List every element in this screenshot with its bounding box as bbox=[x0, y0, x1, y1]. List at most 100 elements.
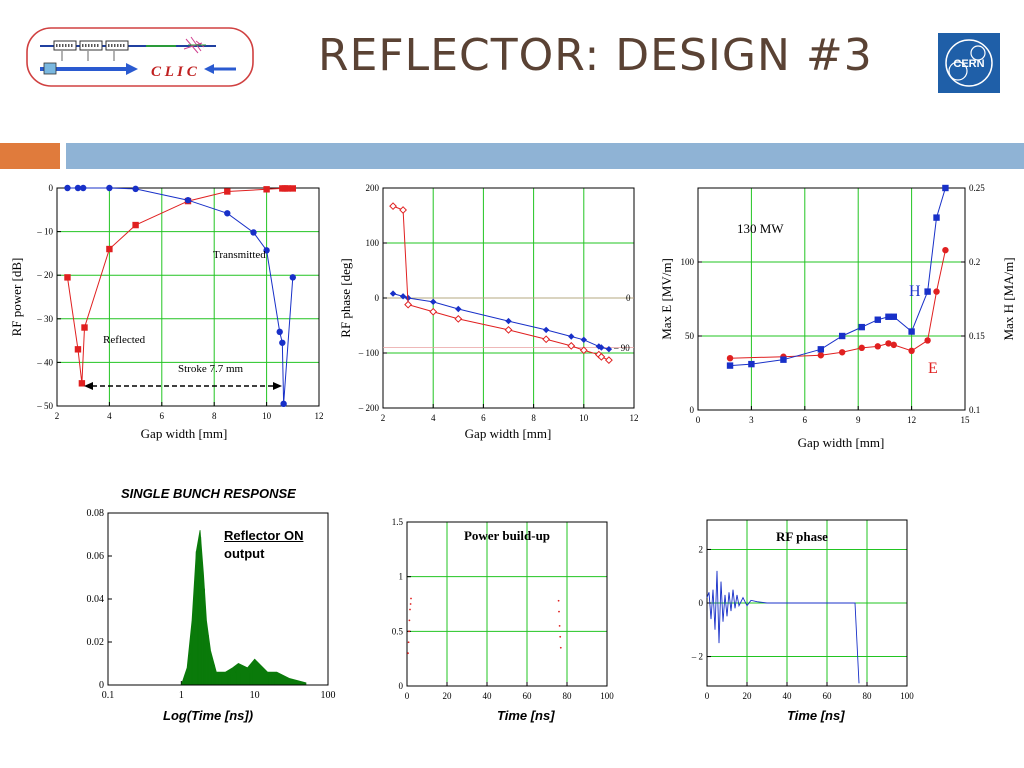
tick-label-y: – 200 bbox=[358, 403, 380, 413]
chart-power-buildup-grid bbox=[407, 522, 607, 686]
tick-label-x: 1 bbox=[179, 690, 184, 701]
tick-label-y: 50 bbox=[685, 331, 695, 341]
chart-power-buildup-xlabel: Time [ns] bbox=[497, 708, 555, 723]
chart-rf-phase-gap-ticks: 2 4 6 8 10 12 200 100 0 – 100 – 200 bbox=[358, 183, 639, 423]
series-marker bbox=[404, 300, 413, 309]
series-marker bbox=[280, 400, 287, 408]
series-marker bbox=[726, 355, 734, 362]
series-marker bbox=[924, 288, 931, 295]
accent-band-orange bbox=[0, 143, 60, 169]
chart-single-bunch-frame bbox=[107, 512, 329, 686]
series-marker bbox=[780, 356, 787, 363]
tick-label-x: 2 bbox=[55, 411, 60, 421]
series-line bbox=[392, 205, 610, 361]
stroke-arrow bbox=[84, 382, 282, 390]
series-marker bbox=[885, 313, 892, 320]
series-marker bbox=[250, 229, 257, 236]
series-marker bbox=[454, 314, 463, 323]
scatter-point bbox=[558, 610, 560, 613]
scatter-point bbox=[558, 624, 561, 627]
tick-label-x: 20 bbox=[443, 691, 453, 701]
tick-label-y: 0 bbox=[49, 183, 54, 193]
tick-label-y: 0 bbox=[699, 598, 704, 608]
series-marker bbox=[64, 184, 71, 192]
series-marker bbox=[430, 298, 437, 306]
chart-max-fields-xlabel: Gap width [mm] bbox=[798, 435, 885, 450]
series-marker bbox=[455, 305, 462, 313]
chart-power-buildup-series bbox=[407, 597, 562, 655]
tick-label-y: 0 bbox=[99, 680, 104, 691]
annotation-stroke: Stroke 7.7 mm bbox=[178, 363, 244, 375]
series-marker bbox=[890, 313, 897, 320]
tick-label-y: 2 bbox=[699, 544, 704, 554]
tick-label-x: 100 bbox=[900, 691, 914, 701]
tick-label-x: 40 bbox=[783, 691, 793, 701]
tick-label-y: – 20 bbox=[36, 270, 53, 280]
series-marker bbox=[276, 328, 283, 336]
chart-single-bunch-series bbox=[180, 530, 307, 686]
series-marker bbox=[748, 360, 755, 368]
series-marker bbox=[399, 293, 407, 300]
series-marker bbox=[64, 274, 71, 281]
tick-label-x: 60 bbox=[823, 691, 833, 701]
series-marker bbox=[874, 316, 881, 323]
slide-title: REFLECTOR: DESIGN #3 bbox=[318, 30, 873, 81]
chart-rf-phase-gap: 2 4 6 8 10 12 200 100 0 – 100 – 200 0 – 90 RF phas… bbox=[338, 183, 639, 441]
series-marker bbox=[908, 328, 915, 335]
chart-rf-power-ticks: 2 4 6 8 10 12 0 – 10 – 20 – 30 – 40 – 50 bbox=[36, 183, 323, 421]
scatter-point bbox=[557, 599, 560, 602]
series-label-e: E bbox=[928, 360, 938, 377]
tick-label-x: 4 bbox=[431, 413, 436, 423]
series-marker bbox=[838, 332, 846, 340]
tick-label-y: – 30 bbox=[36, 314, 53, 324]
series-marker bbox=[942, 246, 949, 254]
tick-label-y: 100 bbox=[366, 238, 380, 248]
chart-power-buildup-frame bbox=[406, 521, 608, 687]
chart-rf-power-xlabel: Gap width [mm] bbox=[141, 426, 228, 441]
clic-logo-text: C L I C bbox=[151, 64, 198, 80]
scatter-point bbox=[407, 652, 409, 655]
series-line bbox=[730, 187, 946, 367]
chart-rf-power-ylabel: RF power [dB] bbox=[9, 258, 24, 337]
series-marker bbox=[263, 186, 270, 193]
scatter-point bbox=[409, 608, 411, 611]
series-marker bbox=[858, 323, 865, 331]
series-marker bbox=[933, 214, 940, 221]
tick-label-x: 0 bbox=[696, 415, 701, 425]
annotation-transmitted: Transmitted bbox=[213, 249, 266, 261]
chart-rf-power: 2 4 6 8 10 12 0 – 10 – 20 – 30 – 40 – 50 RF power [… bbox=[9, 183, 324, 441]
tick-label-x: 0.1 bbox=[102, 690, 115, 701]
scatter-point bbox=[407, 641, 410, 644]
scatter-point bbox=[410, 597, 412, 600]
series-marker bbox=[885, 340, 892, 347]
series-marker bbox=[78, 380, 86, 387]
inner-label-line2: output bbox=[224, 546, 265, 561]
chart-max-fields-ticks: 0 3 6 9 12 15 0 50 100 0.1 0.15 0.2 0.25 bbox=[681, 183, 986, 425]
tick-label-x: 100 bbox=[600, 691, 614, 701]
series-marker bbox=[504, 325, 513, 334]
tick-label-y: 0.08 bbox=[87, 508, 105, 519]
tick-label-x: 12 bbox=[907, 415, 916, 425]
tick-label-y: – 2 bbox=[691, 652, 703, 662]
accent-band-blue bbox=[66, 143, 1024, 169]
tick-label-x: 0 bbox=[705, 691, 710, 701]
tick-label-y: – 100 bbox=[358, 348, 380, 358]
series-marker bbox=[908, 347, 915, 354]
series-marker bbox=[595, 343, 603, 350]
series-marker bbox=[817, 352, 825, 359]
series-marker bbox=[81, 324, 88, 331]
series-marker bbox=[542, 335, 551, 344]
tick-label-y: – 40 bbox=[36, 357, 53, 367]
tick-label-y: 0.5 bbox=[392, 626, 404, 636]
tick-label-x: 2 bbox=[381, 413, 386, 423]
tick-label-y: – 50 bbox=[36, 401, 53, 411]
series-marker bbox=[924, 337, 931, 344]
chart-rf-phase-gap-series bbox=[389, 202, 613, 365]
chart-max-fields-ylabel-right: Max H [MA/m] bbox=[1001, 257, 1016, 340]
tick-label-x: 12 bbox=[630, 413, 639, 423]
chart-rf-phase-time-series bbox=[706, 570, 860, 684]
chart-single-bunch-xlabel: Log(Time [ns]) bbox=[163, 708, 254, 723]
